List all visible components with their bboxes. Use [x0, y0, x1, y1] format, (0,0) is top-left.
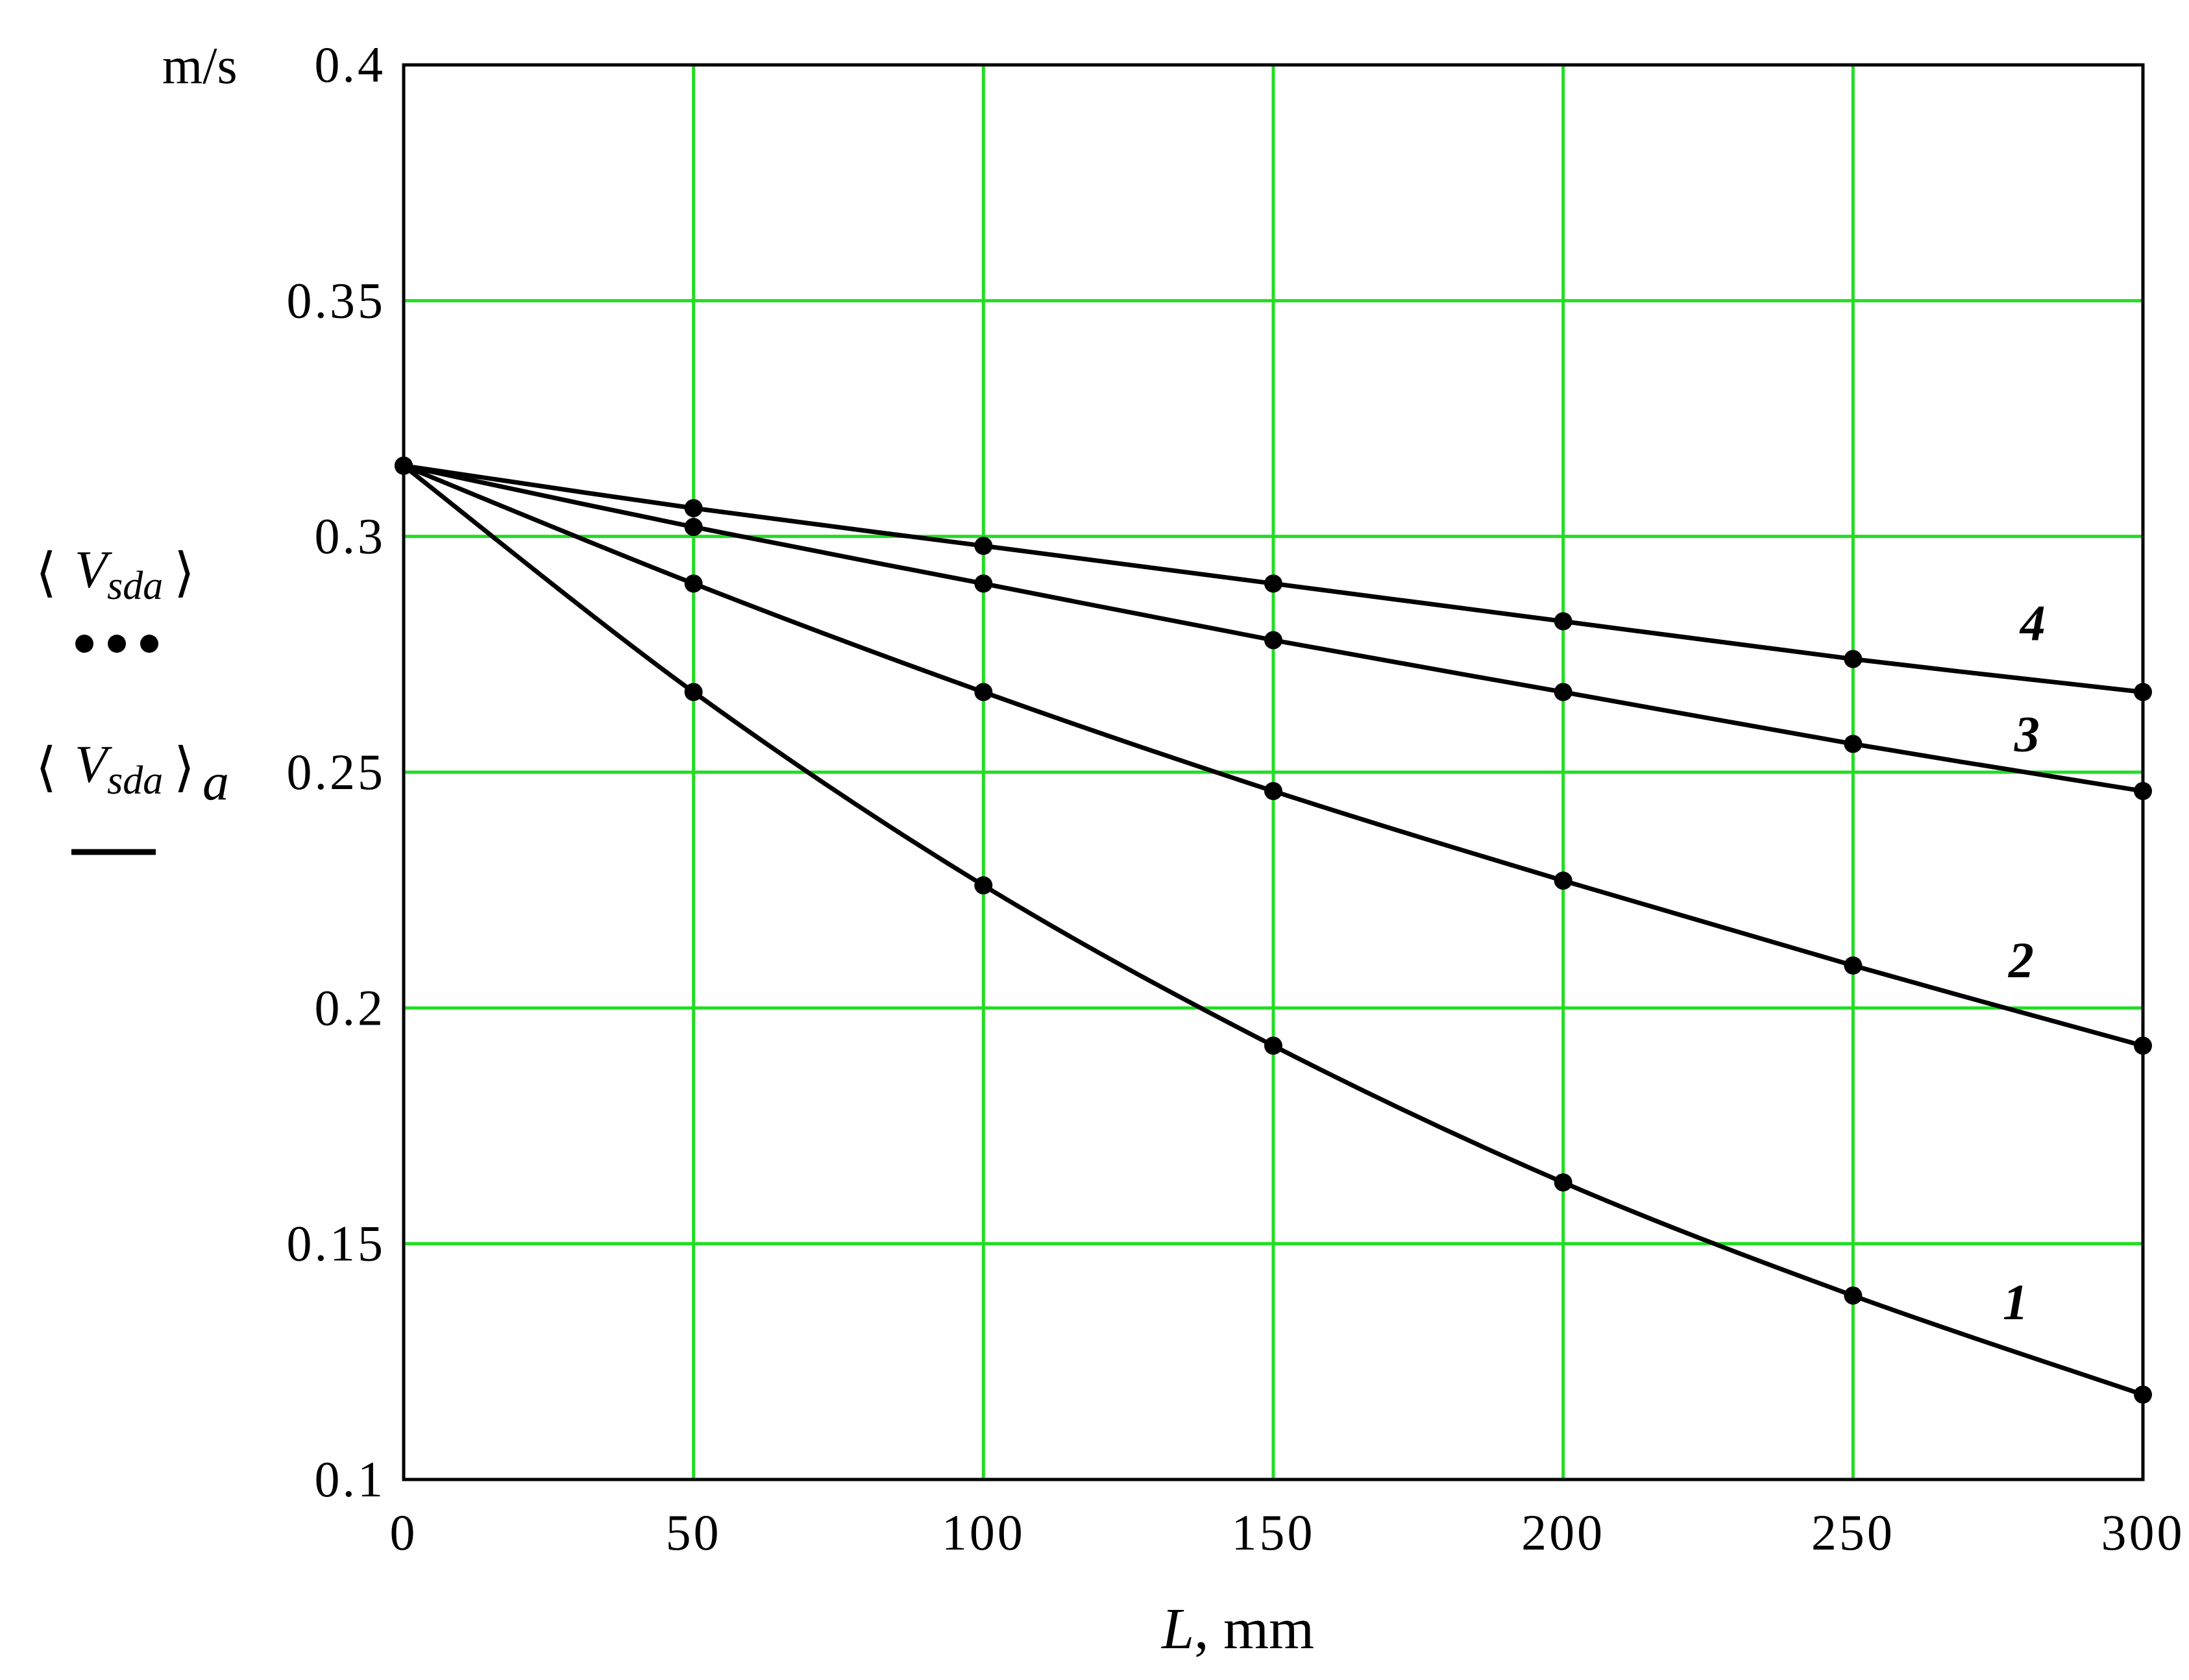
x-tick-label: 150: [1232, 1504, 1315, 1561]
legend-label-dots: Vsda: [75, 540, 163, 608]
legend-var-line: V: [75, 735, 112, 794]
data-point: [1264, 782, 1282, 801]
data-point: [1264, 574, 1282, 593]
legend-right-bracket: ⟩: [174, 543, 195, 602]
legend: ⟨ Vsda ⟩ ⟨ Vsda ⟩ a: [36, 540, 229, 855]
legend-sub-line: sda: [107, 759, 163, 803]
x-tick-label: 250: [1811, 1504, 1895, 1561]
legend-var-dots: V: [75, 540, 112, 599]
data-point: [684, 518, 703, 537]
x-tick-labels: 0 50 100 150 200 250 300: [390, 1504, 2185, 1561]
data-point: [684, 499, 703, 518]
data-point: [2134, 683, 2152, 701]
x-axis-label: L, mm: [1160, 1597, 1314, 1661]
curve-label-4: 4: [2019, 595, 2046, 651]
data-point: [684, 574, 703, 593]
data-point: [974, 537, 993, 555]
plot-frame: [402, 63, 2145, 1481]
x-tick-label: 200: [1521, 1504, 1605, 1561]
y-tick-label: 0.2: [315, 979, 386, 1036]
y-unit-label: m/s: [162, 38, 238, 95]
data-point: [1554, 612, 1572, 631]
y-tick-label: 0.15: [287, 1215, 386, 1272]
data-point: [684, 683, 703, 701]
x-axis-unit: , mm: [1194, 1597, 1314, 1661]
y-tick-label: 0.4: [315, 36, 386, 93]
y-tick-labels: 0.1 0.15 0.2 0.25 0.3 0.35 0.4: [287, 36, 386, 1507]
y-tick-label: 0.1: [315, 1451, 386, 1507]
legend-dot: [140, 635, 158, 653]
legend-left-bracket: ⟨: [36, 543, 56, 602]
y-tick-label: 0.35: [287, 272, 386, 328]
legend-dot: [75, 635, 93, 653]
series-4: [395, 456, 2152, 701]
data-point: [1264, 1036, 1282, 1055]
x-tick-label: 0: [390, 1504, 418, 1561]
legend-dot: [108, 635, 126, 653]
legend-right-bracket: ⟩: [174, 738, 195, 797]
x-tick-label: 50: [666, 1504, 722, 1561]
data-point: [1554, 871, 1572, 890]
data-point: [1554, 1173, 1572, 1192]
y-tick-label: 0.3: [315, 508, 386, 565]
data-point: [974, 574, 993, 593]
curve-labels: 1 2 3 4: [2003, 595, 2046, 1330]
data-point: [1844, 650, 1863, 668]
legend-sub-dots: sda: [107, 564, 163, 608]
legend-suffix-line: a: [202, 752, 229, 811]
data-point: [1844, 956, 1863, 975]
data-point: [1844, 1286, 1863, 1305]
data-point: [1264, 631, 1282, 650]
data-point: [1844, 735, 1863, 753]
data-point: [2134, 782, 2152, 801]
data-point: [974, 683, 993, 701]
data-point: [2134, 1385, 2152, 1404]
legend-left-bracket: ⟨: [36, 738, 56, 797]
data-point: [2134, 1036, 2152, 1055]
x-axis-variable: L: [1160, 1597, 1194, 1661]
series-layer: [395, 456, 2152, 1404]
x-tick-label: 100: [942, 1504, 1025, 1561]
data-point: [974, 876, 993, 895]
legend-label-line: Vsda: [75, 735, 163, 803]
curve-label-2: 2: [2008, 932, 2034, 988]
x-tick-label: 300: [2101, 1504, 2185, 1561]
curve-label-1: 1: [2003, 1274, 2028, 1330]
y-tick-label: 0.25: [287, 744, 386, 800]
curve-label-3: 3: [2014, 705, 2040, 762]
grid: [404, 65, 2143, 1479]
legend-entry-dots: ⟨ Vsda ⟩: [36, 540, 195, 653]
data-point: [1554, 683, 1572, 701]
legend-entry-line: ⟨ Vsda ⟩ a: [36, 735, 229, 855]
data-point: [395, 456, 413, 475]
